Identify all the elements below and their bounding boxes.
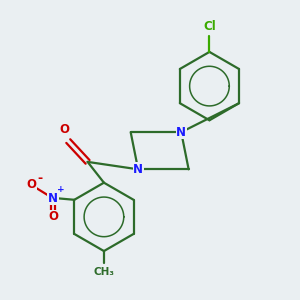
Text: N: N [133,163,143,176]
Text: -: - [37,172,42,185]
Text: CH₃: CH₃ [93,266,114,277]
Text: O: O [26,178,37,191]
Text: +: + [57,185,65,194]
Text: Cl: Cl [203,20,216,34]
Text: N: N [176,126,186,139]
Text: O: O [48,210,58,223]
Text: O: O [60,123,70,136]
Text: N: N [48,192,58,205]
